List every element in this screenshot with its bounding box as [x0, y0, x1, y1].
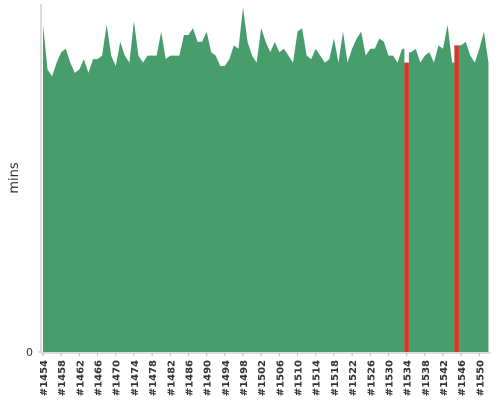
x-tick-label: #1530: [384, 360, 395, 396]
x-tick-label: #1550: [475, 360, 486, 396]
failed-build-bar: [404, 62, 409, 353]
build-time-area: [43, 7, 489, 352]
x-tick-label: #1546: [457, 360, 468, 396]
x-tick-label: #1490: [203, 360, 214, 396]
x-tick-label: #1486: [184, 360, 195, 396]
x-tick-label: #1470: [112, 360, 123, 396]
x-tick-label: #1506: [275, 360, 286, 396]
x-tick-label: #1494: [221, 360, 232, 396]
x-tick-label: #1542: [439, 360, 450, 396]
x-tick-label: #1502: [257, 360, 268, 396]
y-tick-label: 0: [26, 346, 33, 359]
x-tick-label: #1538: [421, 360, 432, 396]
x-tick-label: #1534: [403, 360, 414, 396]
x-tick-label: #1522: [348, 360, 359, 396]
x-tick-label: #1518: [330, 360, 341, 396]
x-tick-label: #1458: [57, 360, 68, 396]
x-tick-label: #1526: [366, 360, 377, 396]
x-tick-label: #1454: [39, 360, 50, 396]
x-tick-label: #1466: [94, 360, 105, 396]
x-tick-label: #1514: [312, 360, 323, 396]
x-tick-label: #1498: [239, 360, 250, 396]
failed-build-bar: [454, 45, 459, 353]
x-tick-label: #1478: [148, 360, 159, 396]
y-axis-label: mins: [7, 162, 22, 194]
x-tick-label: #1482: [166, 360, 177, 396]
x-tick-label: #1474: [130, 360, 141, 396]
x-tick-label: #1462: [75, 360, 86, 396]
x-tick-label: #1510: [294, 360, 305, 396]
